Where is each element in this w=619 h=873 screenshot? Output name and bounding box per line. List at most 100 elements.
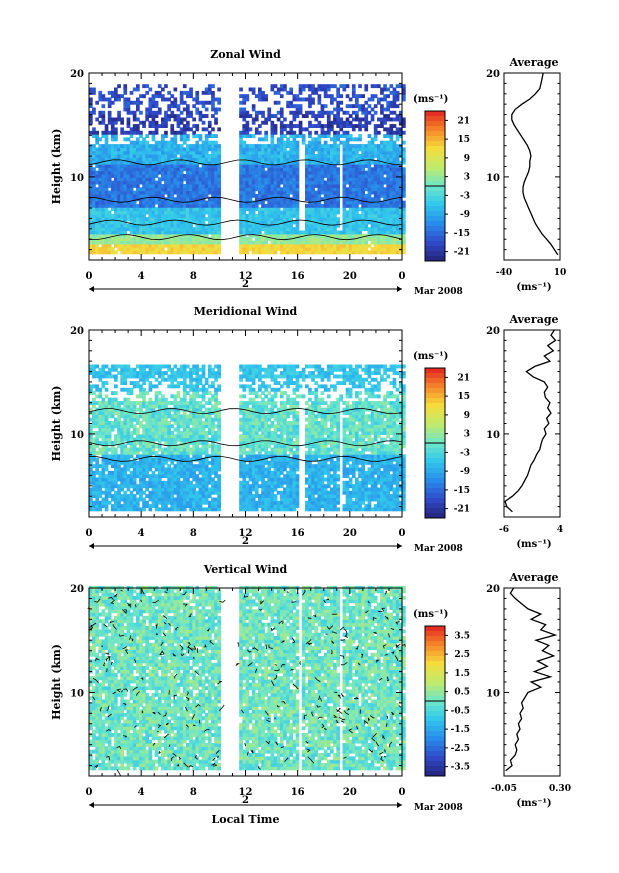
heatmap-cell — [120, 247, 124, 251]
heatmap-cell — [217, 193, 221, 198]
heatmap-cell — [358, 213, 362, 218]
heatmap-cell — [120, 213, 124, 218]
heatmap-cell — [129, 90, 134, 95]
heatmap-cell — [164, 441, 168, 445]
heatmap-cell — [179, 220, 184, 225]
heatmap-cell — [139, 190, 143, 195]
heatmap-cell — [201, 217, 206, 222]
heatmap-cell — [295, 203, 300, 208]
heatmap-cell — [139, 200, 143, 205]
heatmap-cell — [261, 157, 265, 162]
heatmap-cell — [283, 134, 287, 138]
heatmap-cell — [323, 197, 328, 202]
heatmap-cell — [164, 227, 168, 232]
heatmap-cell — [154, 444, 159, 449]
heatmap-cell — [333, 197, 337, 202]
heatmap-cell — [164, 497, 168, 502]
heatmap-cell — [101, 401, 106, 405]
heatmap-cell — [217, 174, 221, 178]
heatmap-cell — [355, 164, 359, 168]
heatmap-cell — [336, 247, 340, 251]
colorbar-units: (ms⁻¹) — [413, 94, 448, 105]
heatmap-cell — [132, 367, 137, 372]
heatmap-cell — [101, 247, 106, 251]
heatmap-cell — [286, 193, 290, 198]
heatmap-cell — [248, 200, 253, 205]
heatmap-cell — [214, 250, 218, 255]
heatmap-cell — [364, 197, 369, 202]
heatmap-cell — [386, 100, 390, 105]
heatmap-cell — [342, 144, 347, 148]
heatmap-cell — [217, 200, 221, 205]
heatmap-cell — [186, 110, 190, 115]
heatmap-cell — [276, 233, 281, 238]
heatmap-cell — [201, 177, 206, 182]
heatmap-cell — [136, 187, 140, 192]
heatmap-cell — [239, 150, 243, 155]
heatmap-cell — [295, 114, 300, 118]
heatmap-cell — [264, 250, 268, 255]
heatmap-cell — [145, 193, 149, 198]
heatmap-cell — [330, 193, 334, 198]
heatmap-cell — [123, 207, 128, 212]
heatmap-cell — [355, 210, 359, 215]
heatmap-cell — [270, 180, 275, 185]
heatmap-cell — [189, 187, 193, 192]
heatmap-cell — [348, 217, 353, 222]
heatmap-cell — [154, 427, 159, 432]
heatmap-cell — [239, 174, 243, 178]
heatmap-cell — [214, 140, 218, 145]
heatmap-cell — [308, 187, 312, 192]
heatmap-cell — [114, 397, 118, 402]
heatmap-cell — [142, 170, 146, 175]
heatmap-cell — [292, 247, 297, 251]
heatmap-cell — [179, 134, 184, 138]
heatmap-cell — [207, 157, 212, 162]
heatmap-cell — [214, 193, 218, 198]
heatmap-cell — [123, 107, 128, 112]
heatmap-cell — [317, 124, 322, 128]
heatmap-cell — [326, 114, 331, 118]
heatmap-cell — [139, 100, 143, 105]
heatmap-cell — [195, 107, 200, 112]
heatmap-cell — [132, 243, 137, 248]
heatmap-cell — [355, 200, 359, 205]
heatmap-cell — [132, 200, 137, 205]
heatmap-cell — [286, 200, 290, 205]
heatmap-cell — [192, 193, 196, 198]
heatmap-cell — [107, 130, 112, 135]
heatmap-cell — [267, 250, 272, 255]
heatmap-cell — [123, 217, 128, 222]
heatmap-cell — [267, 167, 272, 172]
heatmap-cell — [330, 154, 334, 158]
heatmap-cell — [242, 213, 247, 218]
heatmap-cell — [98, 170, 103, 175]
heatmap-cell — [173, 237, 178, 241]
heatmap-cell — [198, 230, 203, 235]
heatmap-cell — [120, 117, 124, 122]
heatmap-cell — [179, 150, 184, 155]
heatmap-cell — [110, 180, 115, 185]
heatmap-cell — [367, 167, 372, 172]
heatmap-cell — [339, 84, 344, 89]
heatmap-cell — [245, 147, 250, 152]
heatmap-cell — [123, 210, 128, 215]
heatmap-cell — [317, 217, 322, 222]
heatmap-cell — [367, 243, 372, 248]
heatmap-cell — [89, 243, 93, 248]
heatmap-cell — [110, 100, 115, 105]
heatmap-cell — [207, 167, 212, 172]
heatmap-cell — [239, 167, 243, 172]
heatmap-cell — [330, 97, 334, 102]
heatmap-cell — [142, 250, 146, 255]
colorbar-segment — [425, 156, 445, 162]
heatmap-cell — [286, 100, 290, 105]
heatmap-cell — [186, 177, 190, 182]
heatmap-cell — [358, 164, 362, 168]
heatmap-cell — [186, 210, 190, 215]
heatmap-cell — [195, 150, 200, 155]
heatmap-cell — [142, 240, 146, 245]
heatmap-cell — [123, 233, 128, 238]
heatmap-cell — [195, 90, 200, 95]
heatmap-cell — [295, 154, 300, 158]
